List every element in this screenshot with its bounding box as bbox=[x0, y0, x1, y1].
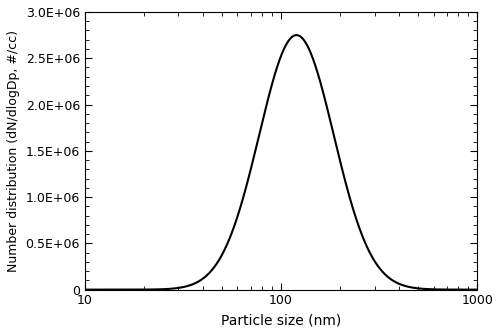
X-axis label: Particle size (nm): Particle size (nm) bbox=[221, 313, 341, 327]
Y-axis label: Number distribution (dN/dlogDp, #/cc): Number distribution (dN/dlogDp, #/cc) bbox=[7, 30, 20, 272]
